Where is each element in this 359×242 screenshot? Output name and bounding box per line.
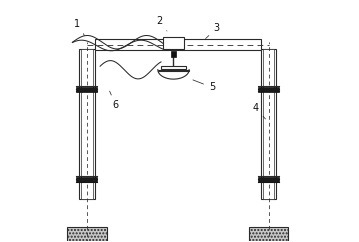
Bar [76,177,97,182]
Bar [81,49,93,199]
Bar [67,227,107,242]
Bar [79,49,94,199]
Text: 1: 1 [74,19,84,36]
Bar [261,49,276,199]
Bar [163,37,184,49]
Text: 2: 2 [156,16,167,31]
Bar [258,177,279,182]
Bar [171,51,176,57]
Text: 3: 3 [206,23,220,38]
Bar [249,227,288,242]
Text: 4: 4 [252,103,265,119]
Bar [76,87,97,92]
Bar [158,69,189,71]
Bar [258,87,279,92]
Bar [94,39,261,50]
Text: 6: 6 [109,91,119,110]
Text: 5: 5 [193,80,215,92]
Bar [161,66,186,68]
Bar [263,49,274,199]
